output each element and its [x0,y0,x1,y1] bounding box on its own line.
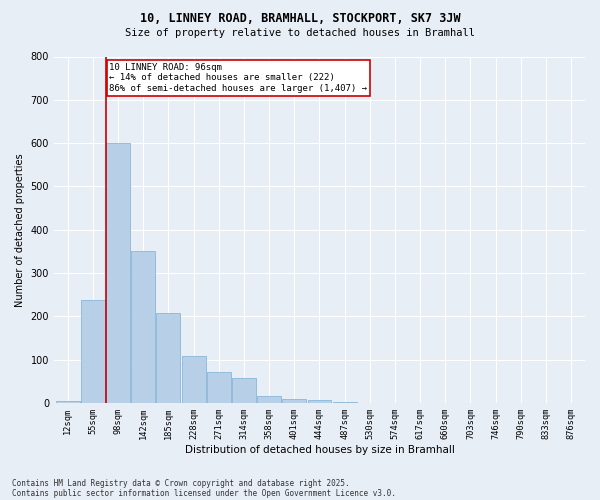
Y-axis label: Number of detached properties: Number of detached properties [15,153,25,306]
Bar [106,142,130,403]
X-axis label: Distribution of detached houses by size in Bramhall: Distribution of detached houses by size … [185,445,454,455]
Bar [283,399,306,403]
Bar [332,402,356,403]
Bar [308,400,331,403]
Text: 10 LINNEY ROAD: 96sqm
← 14% of detached houses are smaller (222)
86% of semi-det: 10 LINNEY ROAD: 96sqm ← 14% of detached … [109,63,367,93]
Bar [131,250,155,403]
Bar [56,401,80,403]
Bar [257,396,281,403]
Text: Contains HM Land Registry data © Crown copyright and database right 2025.: Contains HM Land Registry data © Crown c… [12,478,350,488]
Text: Size of property relative to detached houses in Bramhall: Size of property relative to detached ho… [125,28,475,38]
Bar [81,300,105,403]
Bar [207,372,231,403]
Bar [232,378,256,403]
Bar [182,356,206,403]
Text: 10, LINNEY ROAD, BRAMHALL, STOCKPORT, SK7 3JW: 10, LINNEY ROAD, BRAMHALL, STOCKPORT, SK… [140,12,460,26]
Text: Contains public sector information licensed under the Open Government Licence v3: Contains public sector information licen… [12,488,396,498]
Bar [157,314,181,403]
